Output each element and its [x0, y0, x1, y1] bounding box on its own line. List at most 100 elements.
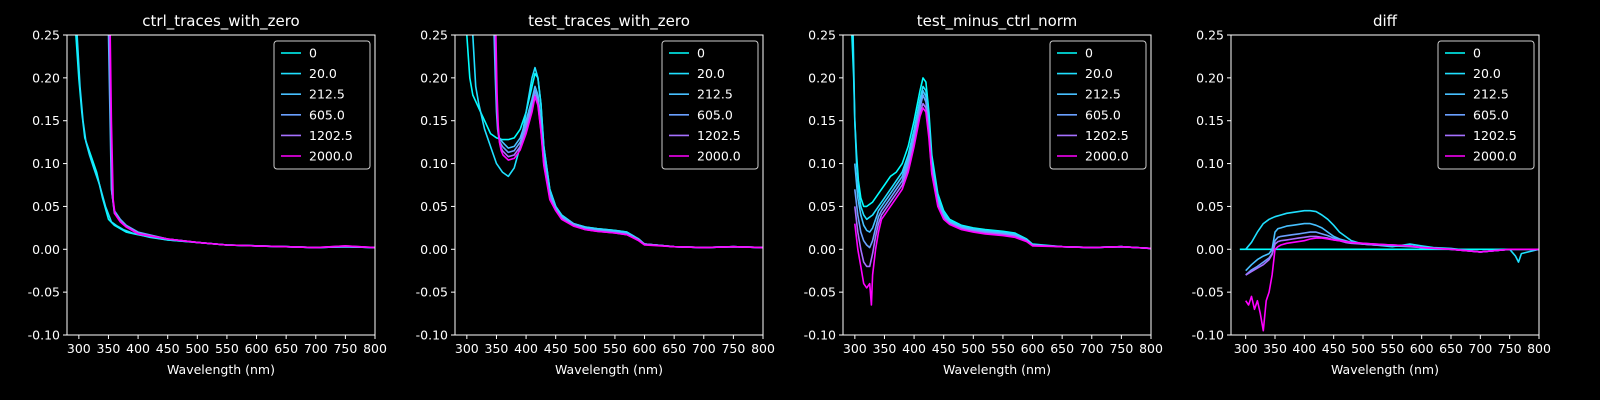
chart-title: test_minus_ctrl_norm	[917, 12, 1078, 31]
x-tick-label: 300	[67, 341, 91, 356]
legend: 0 20.0 212.5 605.0 1202.5 2000.0	[273, 40, 371, 170]
x-tick-label: 650	[274, 341, 298, 356]
axes-frame	[454, 34, 764, 336]
y-tick-label: 0.20	[420, 70, 448, 85]
chart-panel-3: 300 350 400 450 500 550 600 650 700 750 800 -0.10 -0…	[804, 12, 1163, 377]
x-tick-label: 550	[603, 341, 627, 356]
y-tick-label: 0.25	[808, 28, 836, 43]
series-group	[466, 35, 763, 249]
x-tick-label: 400	[514, 341, 538, 356]
x-tick-label: 600	[245, 341, 269, 356]
chart-title: diff	[1373, 12, 1398, 30]
x-tick-label: 500	[185, 341, 209, 356]
x-tick-label: 600	[633, 341, 657, 356]
y-tick-label: 0.00	[32, 242, 60, 257]
y-tick-label: 0.05	[420, 199, 448, 214]
y-tick-label: 0.15	[420, 113, 448, 128]
legend-label: 212.5	[1473, 87, 1509, 102]
y-tick-label: 0.05	[808, 199, 836, 214]
chart-title: ctrl_traces_with_zero	[142, 12, 299, 31]
x-tick-label: 400	[902, 341, 926, 356]
y-tick-label: 0.15	[32, 113, 60, 128]
y-tick-label: 0.20	[1196, 70, 1224, 85]
y-tick-label: 0.25	[1196, 28, 1224, 43]
y-tick-label: -0.05	[1192, 285, 1224, 300]
x-tick-label: 800	[1139, 341, 1163, 356]
x-tick-label: 800	[363, 341, 387, 356]
x-tick-label: 500	[961, 341, 985, 356]
legend-label: 2000.0	[1473, 149, 1517, 164]
legend: 0 20.0 212.5 605.0 1202.5 2000.0	[661, 40, 759, 170]
legend-label: 1202.5	[697, 128, 741, 143]
x-tick-label: 750	[721, 341, 745, 356]
y-tick-label: -0.05	[416, 285, 448, 300]
x-tick-label: 600	[1021, 341, 1045, 356]
chart-panel-4: 300 350 400 450 500 550 600 650 700 750 800 -0.10 -0…	[1192, 12, 1551, 377]
x-tick-label: 500	[1351, 341, 1375, 356]
x-tick-label: 700	[692, 341, 716, 356]
legend-label: 605.0	[697, 107, 733, 122]
legend-label: 0	[697, 46, 705, 61]
legend: 0 20.0 212.5 605.0 1202.5 2000.0	[1049, 40, 1147, 170]
series-line-2000-0	[854, 107, 1151, 306]
legend-label: 605.0	[1473, 107, 1509, 122]
legend-label: 0	[1473, 46, 1481, 61]
series-group	[75, 35, 375, 249]
x-tick-label: 750	[1109, 341, 1133, 356]
x-tick-label: 300	[1234, 341, 1258, 356]
legend-label: 605.0	[1085, 107, 1121, 122]
legend-label: 2000.0	[309, 149, 353, 164]
chart-panel-2: 300 350 400 450 500 550 600 650 700 750 800 -0.10 -0…	[416, 12, 775, 377]
legend-label: 2000.0	[1085, 149, 1129, 164]
x-tick-label: 550	[215, 341, 239, 356]
legend-label: 1202.5	[1085, 128, 1129, 143]
y-tick-label: 0.05	[32, 199, 60, 214]
x-axis-label: Wavelength (nm)	[555, 362, 663, 377]
legend-label: 20.0	[309, 66, 337, 81]
x-tick-label: 650	[662, 341, 686, 356]
chart-panel-1: 300 350 400 450 500 550 600 650 700 750 800 -0.10 -0…	[28, 12, 387, 377]
x-tick-label: 500	[573, 341, 597, 356]
x-tick-label: 450	[156, 341, 180, 356]
axes-frame	[66, 34, 376, 336]
series-line-2000-0	[495, 35, 763, 249]
y-tick-label: 0.10	[420, 156, 448, 171]
y-tick-label: -0.05	[28, 285, 60, 300]
series-line-2000-0	[1245, 237, 1539, 332]
x-tick-label: 700	[304, 341, 328, 356]
axes-frame	[842, 34, 1152, 336]
x-tick-label: 800	[751, 341, 775, 356]
legend-label: 1202.5	[1473, 128, 1517, 143]
y-tick-label: 0.00	[808, 242, 836, 257]
series-line-1202-5	[854, 102, 1151, 268]
x-tick-label: 650	[1439, 341, 1463, 356]
y-tick-label: 0.10	[808, 156, 836, 171]
x-tick-label: 400	[126, 341, 150, 356]
series-group	[851, 35, 1151, 306]
x-tick-label: 450	[544, 341, 568, 356]
legend-label: 212.5	[309, 87, 345, 102]
y-tick-label: 0.05	[1196, 199, 1224, 214]
series-group	[1239, 209, 1539, 332]
x-tick-label: 300	[843, 341, 867, 356]
x-tick-label: 800	[1527, 341, 1551, 356]
x-axis-label: Wavelength (nm)	[1331, 362, 1439, 377]
y-tick-label: 0.00	[1196, 242, 1224, 257]
x-tick-label: 750	[333, 341, 357, 356]
y-tick-label: -0.10	[804, 328, 836, 343]
x-tick-label: 300	[455, 341, 479, 356]
x-tick-label: 650	[1050, 341, 1074, 356]
series-line-2000-0	[109, 35, 375, 249]
x-tick-label: 700	[1080, 341, 1104, 356]
legend-label: 605.0	[309, 107, 345, 122]
legend-label: 20.0	[1085, 66, 1113, 81]
x-tick-label: 350	[97, 341, 121, 356]
series-line-0	[851, 35, 1151, 250]
y-tick-label: 0.15	[1196, 113, 1224, 128]
x-tick-label: 550	[991, 341, 1015, 356]
x-tick-label: 350	[873, 341, 897, 356]
y-tick-label: 0.25	[420, 28, 448, 43]
x-tick-label: 350	[1263, 341, 1287, 356]
y-tick-label: -0.10	[28, 328, 60, 343]
